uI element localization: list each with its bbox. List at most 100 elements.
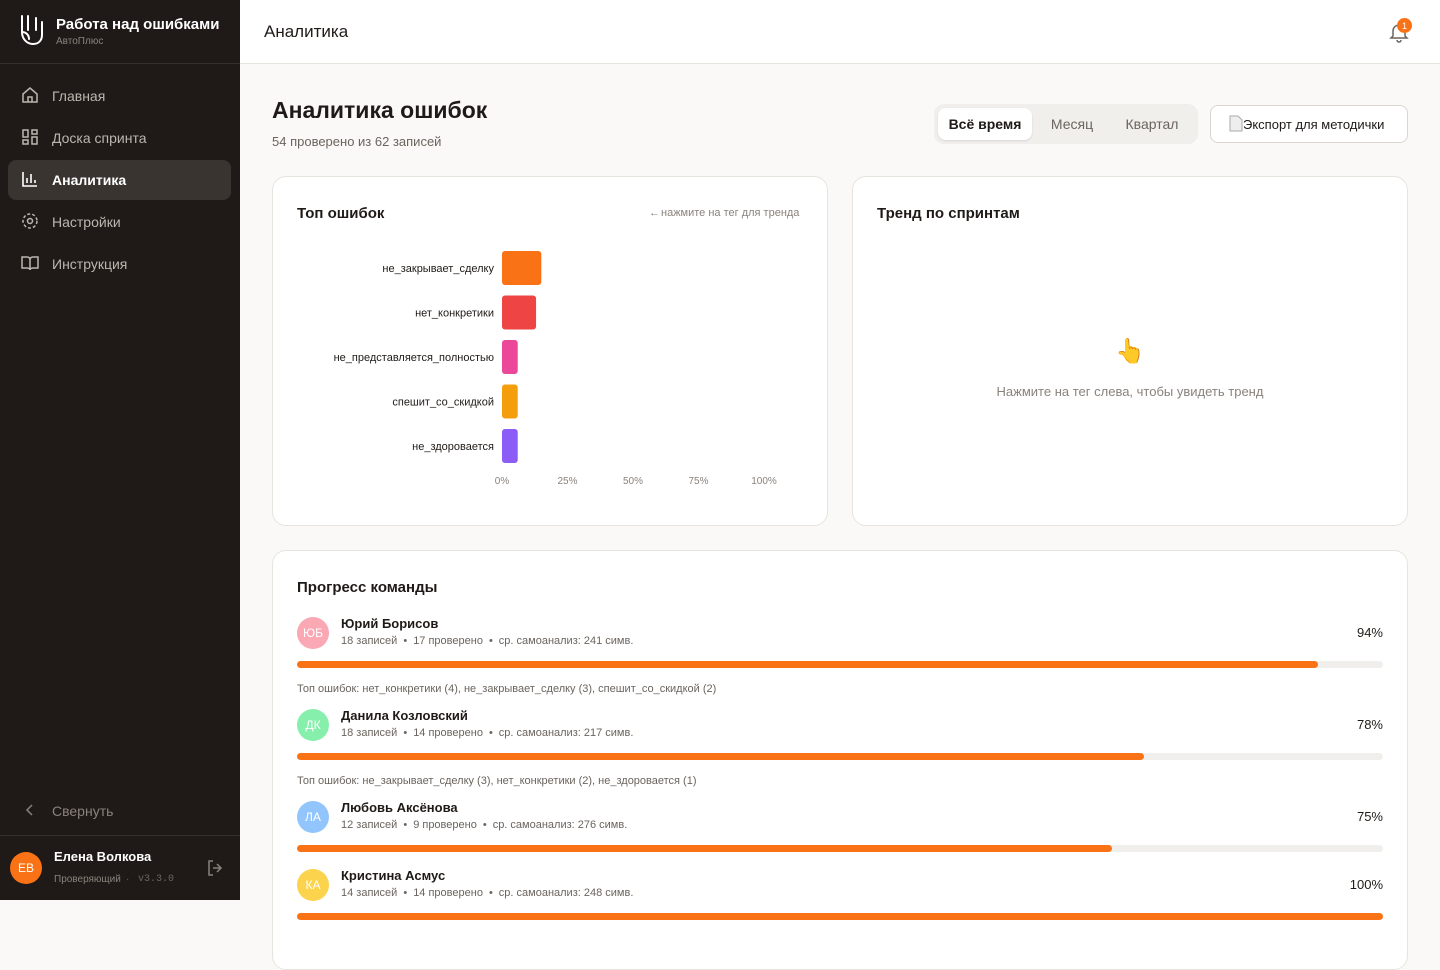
member-analysis: ср. самоанализ: 241 симв. — [498, 635, 634, 647]
user-name: Елена Волкова — [54, 849, 152, 864]
bar-chart: не_закрывает_сделку нет_конкретики не_пред… — [334, 251, 777, 487]
icon-chevron — [25, 804, 33, 816]
filter-option[interactable]: Месяц — [1050, 116, 1094, 132]
member-checked: 14 проверено — [413, 727, 483, 739]
export-button[interactable]: Экспорт для методички — [1210, 105, 1408, 143]
member-avatar: ДК — [297, 709, 329, 741]
card-title: Тренд по спринтам — [877, 205, 1020, 222]
bar[interactable] — [502, 251, 542, 285]
trend-message: Нажмите на тег слева, чтобы увидеть трен… — [996, 384, 1264, 399]
member-analysis: ср. самоанализ: 276 симв. — [492, 819, 628, 831]
logout-button[interactable] — [206, 859, 224, 877]
user-avatar: ЕВ — [10, 852, 42, 884]
app-subtitle: АвтоПлюс — [56, 36, 104, 47]
chart-hint: нажмите на тег для тренда — [661, 207, 800, 219]
member-name: Данила Козловский — [341, 708, 468, 723]
x-tick-label: 0% — [495, 476, 510, 487]
member-avatar: ЛА — [297, 801, 329, 833]
member-records: 18 записей — [341, 727, 398, 739]
nav-item[interactable]: Доска спринта — [8, 118, 231, 158]
nav-item[interactable]: Инструкция — [8, 244, 231, 284]
filter-option[interactable]: Всё время — [938, 108, 1032, 140]
logo — [21, 15, 43, 46]
nav-item[interactable]: Настройки — [8, 202, 231, 242]
separator: • — [488, 887, 493, 899]
export-label: Экспорт для методички — [1243, 117, 1385, 132]
user-role: Проверяющий — [54, 874, 121, 885]
progress-bar — [297, 753, 1145, 760]
nav-item[interactable]: Главная — [8, 76, 231, 116]
icon-chart — [22, 172, 37, 187]
icon-document — [1229, 115, 1243, 132]
member-name: Юрий Борисов — [341, 616, 439, 631]
category-label[interactable]: не_закрывает_сделку — [382, 263, 494, 275]
header-title: Аналитика — [264, 22, 349, 41]
category-label[interactable]: спешит_со_скидкой — [392, 397, 494, 409]
nav-item[interactable]: Аналитика — [8, 160, 231, 200]
progress-track — [297, 753, 1383, 760]
progress-track — [297, 845, 1383, 852]
member-checked: 17 проверено — [413, 635, 483, 647]
category-label[interactable]: нет_конкретики — [415, 308, 494, 320]
bar[interactable] — [502, 384, 518, 419]
member-avatar: КА — [297, 869, 329, 901]
collapse-label: Свернуть — [52, 803, 114, 819]
category-label[interactable]: не_представляется_полностью — [334, 352, 494, 364]
bar[interactable] — [502, 429, 518, 463]
separator: • — [482, 819, 487, 831]
separator: · — [126, 874, 130, 885]
notification-badge: 1 — [1397, 18, 1412, 33]
card-title: Топ ошибок — [297, 205, 385, 222]
member-checked: 9 проверено — [413, 819, 477, 831]
member-percent: 94% — [1356, 625, 1383, 640]
progress-track — [297, 661, 1383, 668]
bar[interactable] — [502, 340, 518, 374]
member-records: 18 записей — [341, 635, 398, 647]
page-subtitle: 54 проверено из 62 записей — [272, 134, 442, 149]
x-tick-label: 25% — [557, 476, 577, 487]
progress-bar — [297, 661, 1318, 668]
nav-label: Аналитика — [52, 172, 127, 188]
separator: • — [403, 635, 408, 647]
separator: • — [488, 635, 493, 647]
divider — [0, 63, 240, 64]
separator: • — [488, 727, 493, 739]
main: Аналитика 1 Аналитика ошибок 54 проверен… — [240, 0, 1440, 970]
member-percent: 75% — [1356, 809, 1383, 824]
x-tick-label: 100% — [751, 476, 777, 487]
member-top-errors: Топ ошибок: нет_конкретики (4), не_закры… — [297, 683, 717, 695]
filter-option[interactable]: Квартал — [1125, 116, 1179, 132]
page-title: Аналитика ошибок — [272, 97, 488, 123]
member-meta: 12 записей • 9 проверено • ср. самоанализ: 2… — [341, 819, 627, 831]
trend-card: Тренд по спринтам 👆 Нажмите на тег слева… — [852, 176, 1408, 526]
sidebar: Работа над ошибками АвтоПлюс Главная Дос… — [0, 0, 240, 900]
member-records: 14 записей — [341, 887, 398, 899]
member-meta: 14 записей • 14 проверено • ср. самоанализ: … — [341, 887, 633, 899]
progress-track — [297, 913, 1383, 920]
icon-book — [21, 256, 39, 271]
trend-icon: 👆 — [1115, 338, 1145, 365]
collapse-button[interactable]: Свернуть — [8, 791, 231, 831]
top-bar — [240, 0, 1440, 64]
member-checked: 14 проверено — [413, 887, 483, 899]
member-analysis: ср. самоанализ: 248 симв. — [498, 887, 634, 899]
bar[interactable] — [502, 295, 537, 330]
app-title: Работа над ошибками — [56, 16, 220, 33]
member-percent: 100% — [1349, 877, 1383, 892]
member-meta: 18 записей • 17 проверено • ср. самоанализ: … — [341, 635, 633, 647]
team-card: Прогресс команды ЮБ Юрий Борисов 18 записе… — [272, 550, 1408, 970]
divider — [0, 835, 240, 836]
member-name: Кристина Асмус — [341, 868, 446, 883]
category-label[interactable]: не_здоровается — [412, 441, 494, 453]
nav-label: Доска спринта — [52, 130, 147, 146]
progress-bar — [297, 845, 1112, 852]
x-tick-label: 75% — [688, 476, 708, 487]
member-percent: 78% — [1356, 717, 1383, 732]
member-analysis: ср. самоанализ: 217 симв. — [498, 727, 634, 739]
icon-home — [22, 87, 38, 103]
icon-board — [22, 129, 38, 145]
progress-bar — [297, 913, 1383, 920]
nav-label: Настройки — [52, 214, 121, 230]
separator: • — [403, 819, 408, 831]
nav-label: Главная — [52, 88, 106, 104]
